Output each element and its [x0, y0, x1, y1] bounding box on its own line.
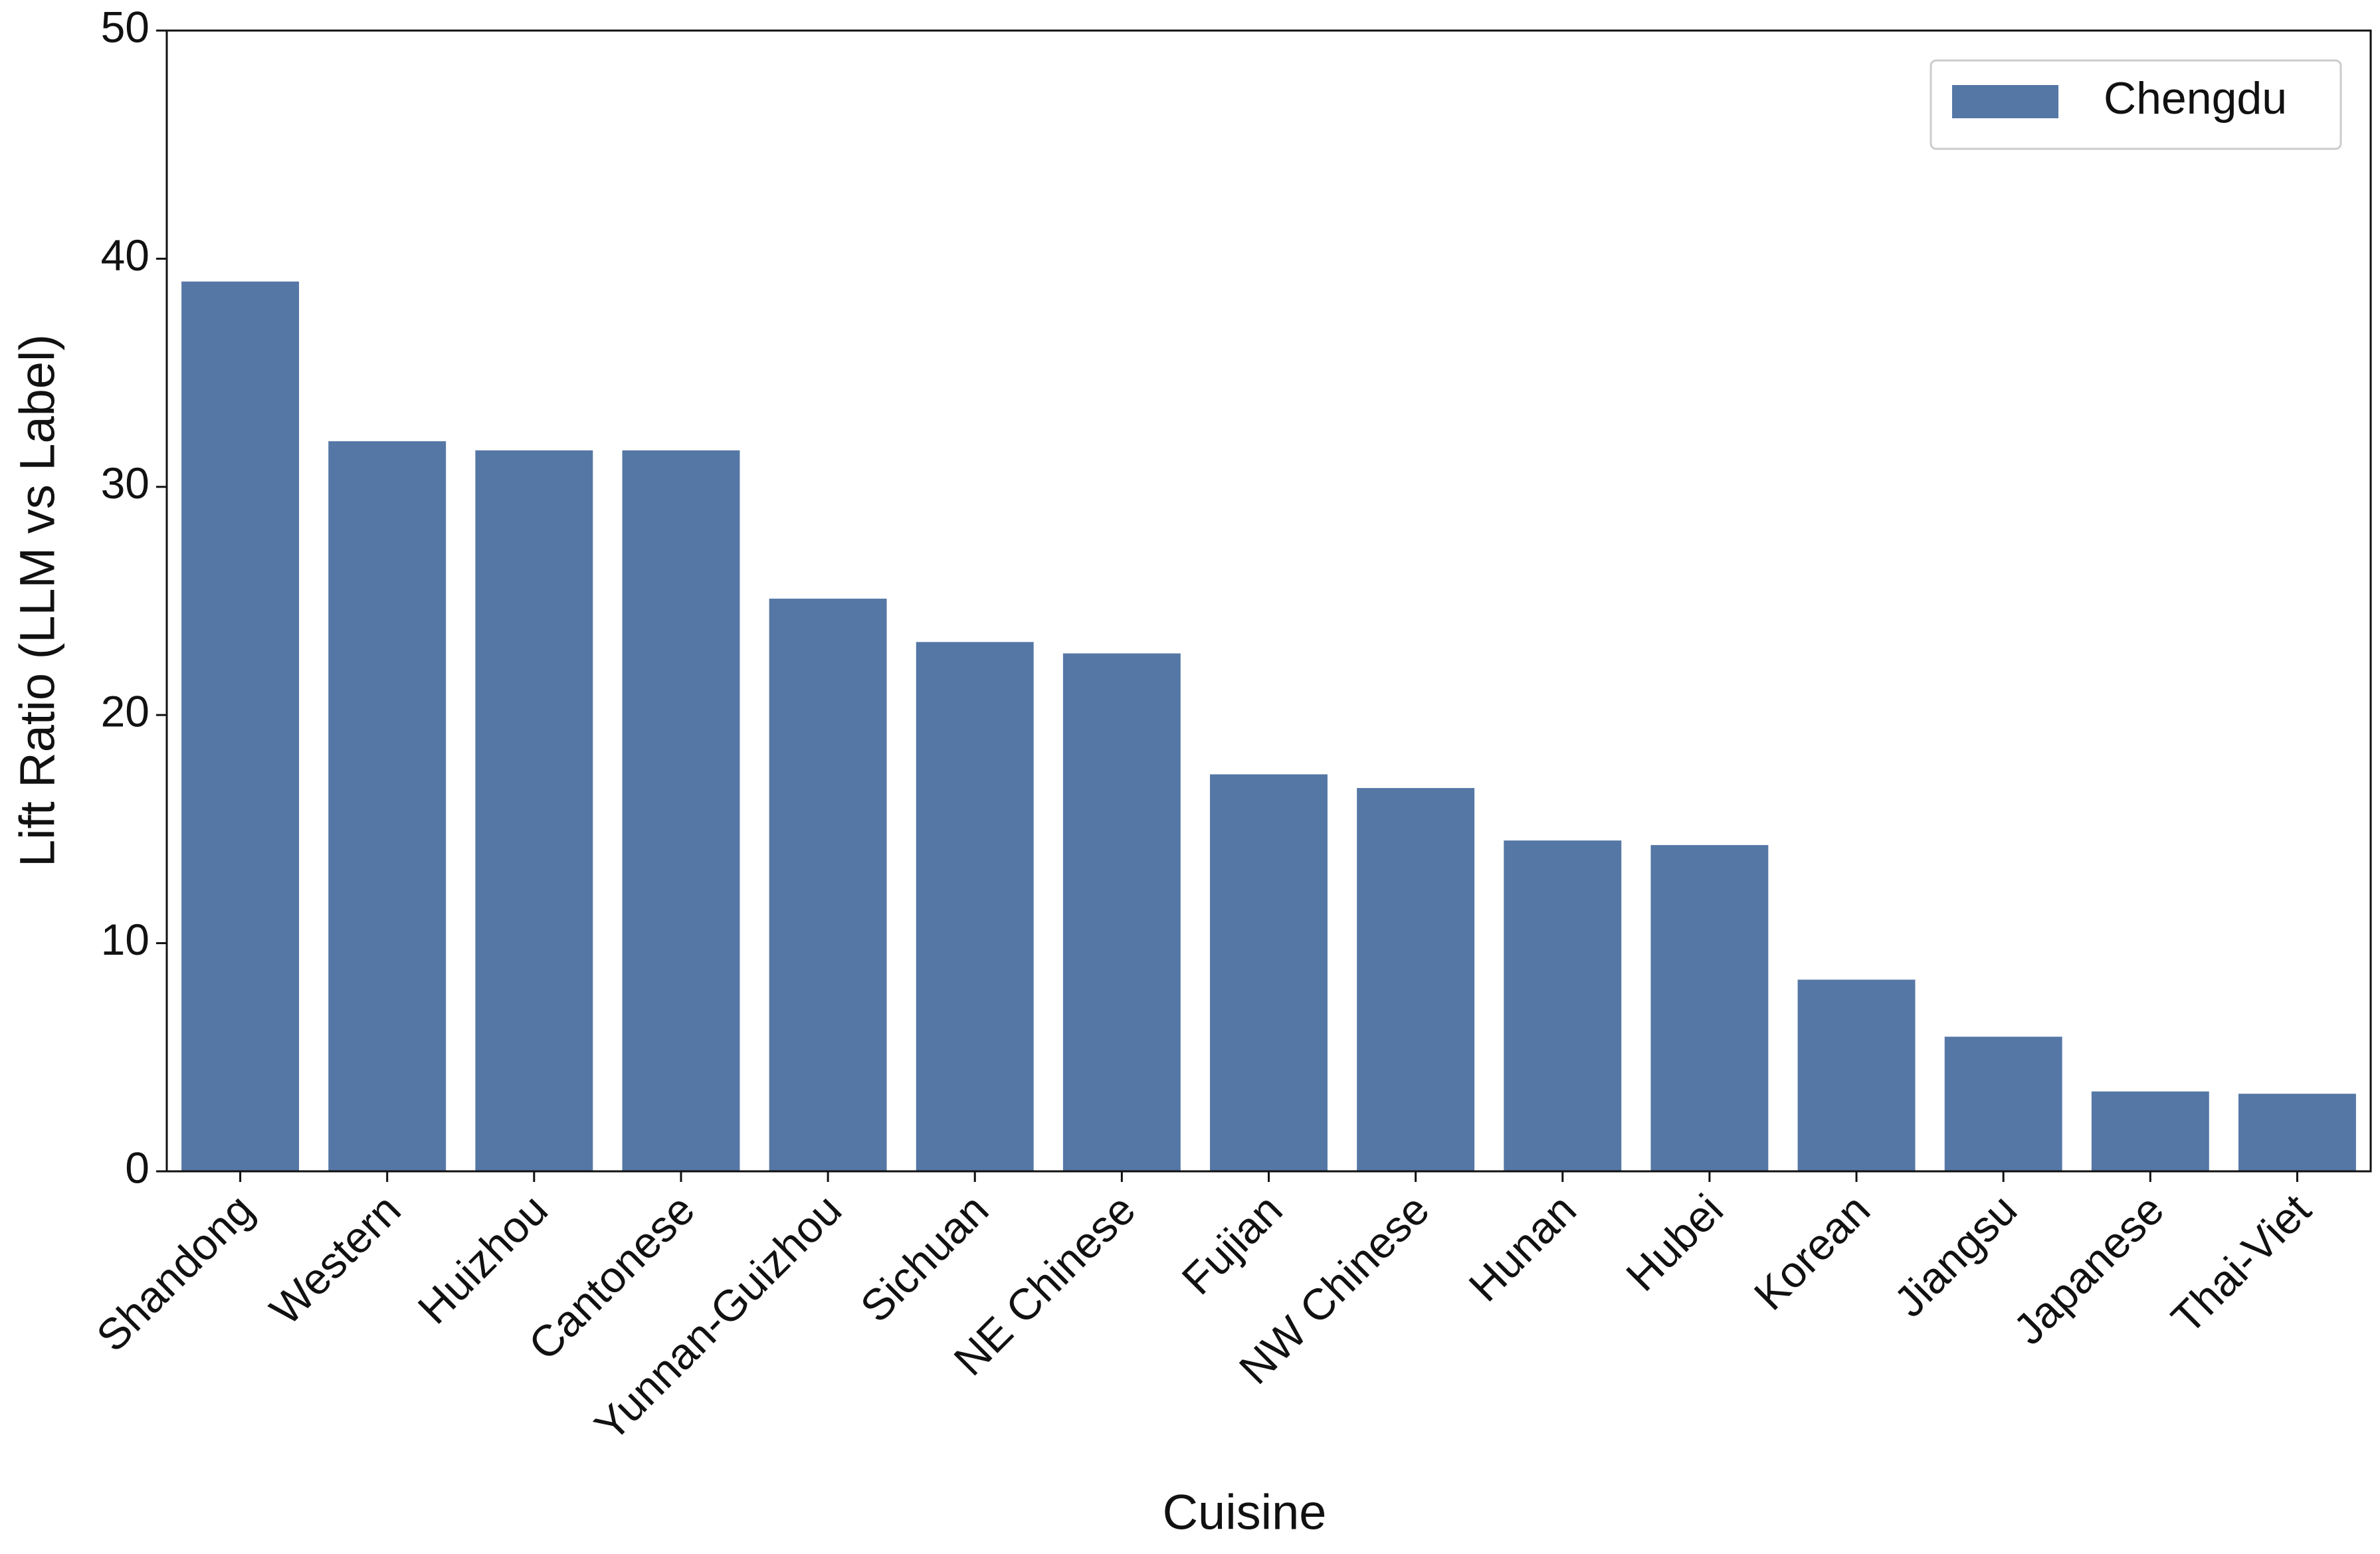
y-tick-label: 40: [101, 231, 149, 280]
x-tick-label: Fujian: [1172, 1185, 1291, 1304]
legend-box: [1930, 59, 2342, 150]
bar: [181, 281, 300, 1171]
bar: [1944, 1036, 2062, 1171]
plot-frame: [165, 29, 2372, 1173]
x-axis-label: Cuisine: [1163, 1485, 1327, 1540]
bar: [1797, 979, 1916, 1171]
y-tick-label: 20: [101, 687, 149, 736]
legend-swatch: [1952, 85, 2058, 118]
bar: [2091, 1091, 2209, 1171]
x-tick-label: Japanese: [2004, 1185, 2173, 1354]
bar: [328, 441, 446, 1171]
x-tick-label: Korean: [1744, 1185, 1879, 1319]
x-tick-label: Thai-Viet: [2161, 1185, 2320, 1343]
bar: [475, 450, 593, 1172]
y-tick-label: 0: [125, 1143, 149, 1192]
x-tick-label: Hubei: [1617, 1185, 1732, 1300]
x-tick-label: Sichuan: [850, 1185, 997, 1331]
x-tick-label: Western: [260, 1185, 410, 1334]
y-tick-label: 30: [101, 458, 149, 508]
bar: [769, 599, 887, 1171]
bar: [1357, 788, 1475, 1171]
x-tick-label: Huizhou: [409, 1185, 557, 1333]
bar: [916, 642, 1034, 1171]
bar: [2238, 1094, 2356, 1171]
x-tick-label: Yunnan-Guizhou: [585, 1185, 850, 1450]
bar: [1210, 774, 1328, 1171]
bar: [1062, 653, 1181, 1171]
x-tick-label: Jiangsu: [1884, 1185, 2026, 1326]
y-axis-label: Lift Ratio (LLM vs Label): [10, 334, 65, 867]
bar: [1650, 844, 1769, 1171]
y-tick-label: 50: [101, 2, 149, 51]
y-tick-label: 10: [101, 915, 149, 964]
x-tick-label: Hunan: [1459, 1185, 1585, 1311]
legend-label: Chengdu: [2104, 73, 2287, 124]
bar: [622, 450, 740, 1172]
x-tick-label: Shandong: [87, 1185, 263, 1361]
bar: [1504, 840, 1622, 1171]
